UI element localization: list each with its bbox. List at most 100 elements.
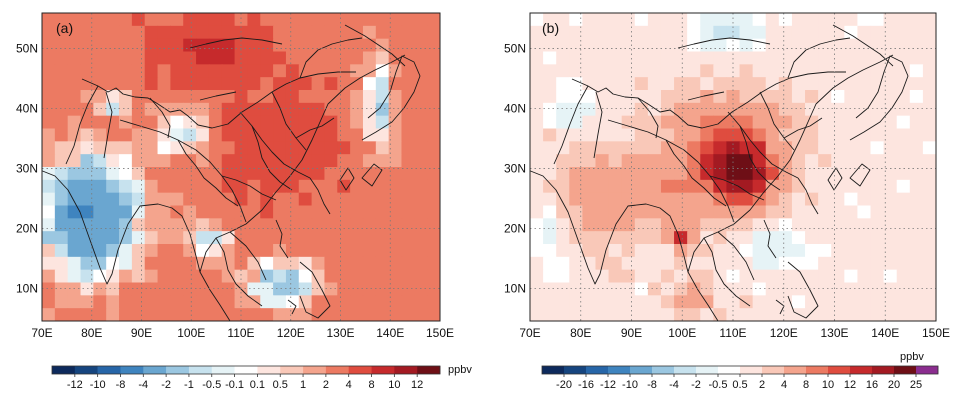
map-cell <box>791 38 806 53</box>
map-cell <box>922 256 936 271</box>
map-cell <box>144 77 159 91</box>
map-cell <box>791 282 806 296</box>
map-cell <box>726 64 741 78</box>
map-cell <box>427 25 440 40</box>
map-cell <box>234 25 249 40</box>
map-cell <box>857 77 872 91</box>
map-cell <box>700 77 714 91</box>
map-cell <box>119 64 133 78</box>
map-cell <box>870 295 885 309</box>
map-cell <box>805 64 819 78</box>
map-cell <box>285 25 300 40</box>
map-cell <box>831 13 845 27</box>
colorbar-swatch <box>652 366 675 374</box>
map-cell <box>260 295 274 309</box>
map-cell <box>569 77 583 91</box>
map-cell <box>818 256 832 271</box>
colorbar-swatch <box>916 366 939 374</box>
map-cell <box>273 13 287 27</box>
map-cell <box>337 115 351 130</box>
map-cell <box>375 141 390 155</box>
map-cell <box>909 244 924 258</box>
map-cell <box>260 77 274 91</box>
map-cell <box>687 167 701 181</box>
map-cell <box>818 90 832 104</box>
map-cell <box>234 90 249 104</box>
colorbar-swatch <box>325 366 349 374</box>
map-cell <box>922 295 936 309</box>
map-cell <box>765 295 780 309</box>
map-cell <box>556 218 570 232</box>
map-cell <box>93 295 107 309</box>
map-cell <box>183 115 197 130</box>
map-cell <box>844 64 859 78</box>
map-cell <box>647 115 662 130</box>
map-cell <box>791 90 806 104</box>
map-cell <box>183 38 197 53</box>
map-cell <box>595 167 610 181</box>
map-cell <box>896 25 911 40</box>
map-cell <box>713 90 728 104</box>
map-cell <box>752 205 767 219</box>
map-cell <box>170 115 184 130</box>
map-cell <box>54 282 69 296</box>
map-cell <box>208 205 223 219</box>
map-cell <box>350 218 364 232</box>
map-cell <box>791 77 806 91</box>
map-cell <box>80 295 94 309</box>
map-cell <box>208 179 223 194</box>
map-cell <box>183 179 197 194</box>
map-cell <box>401 141 415 155</box>
map-cell <box>660 25 675 40</box>
map-cell <box>922 128 936 142</box>
map-cell <box>739 295 754 309</box>
map-cell <box>324 77 338 91</box>
map-cell <box>247 13 261 27</box>
map-cell <box>311 64 326 78</box>
map-cell <box>621 90 636 104</box>
map-cell <box>93 25 107 40</box>
map-cell <box>221 295 236 309</box>
map-cell <box>857 269 872 284</box>
map-cell <box>157 179 171 194</box>
map-cell <box>144 269 159 284</box>
map-cell <box>765 64 780 78</box>
map-cell <box>660 179 675 194</box>
map-cell <box>621 102 636 117</box>
map-cell <box>922 51 936 65</box>
map-cell <box>131 244 146 258</box>
map-cell <box>778 25 793 40</box>
map-cell <box>298 179 313 194</box>
map-cell <box>530 38 544 53</box>
map-cell <box>674 295 688 309</box>
map-cell <box>844 218 859 232</box>
map-cell <box>726 231 741 245</box>
map-cell <box>350 64 364 78</box>
map-cell <box>144 13 159 27</box>
map-cell <box>170 244 184 258</box>
map-cell <box>170 269 184 284</box>
map-cell <box>183 128 197 142</box>
map-cell <box>909 128 924 142</box>
map-cell <box>896 205 911 219</box>
map-cell <box>530 192 544 207</box>
y-tick-label: 50N <box>504 41 526 55</box>
map-cell <box>388 38 403 53</box>
map-cell <box>273 308 287 321</box>
map-cell <box>857 115 872 130</box>
colorbar-level-label: 4 <box>346 379 352 391</box>
map-cell <box>54 218 69 232</box>
map-cell <box>183 51 197 65</box>
map-cell <box>285 295 300 309</box>
map-cell <box>687 179 701 194</box>
map-cell <box>543 77 557 91</box>
map-cell <box>634 218 649 232</box>
map-cell <box>196 205 210 219</box>
map-cell <box>208 102 223 117</box>
map-cell <box>805 51 819 65</box>
map-cell <box>543 231 557 245</box>
map-cell <box>844 141 859 155</box>
map-cell <box>42 64 56 78</box>
map-cell <box>311 167 326 181</box>
map-cell <box>375 282 390 296</box>
